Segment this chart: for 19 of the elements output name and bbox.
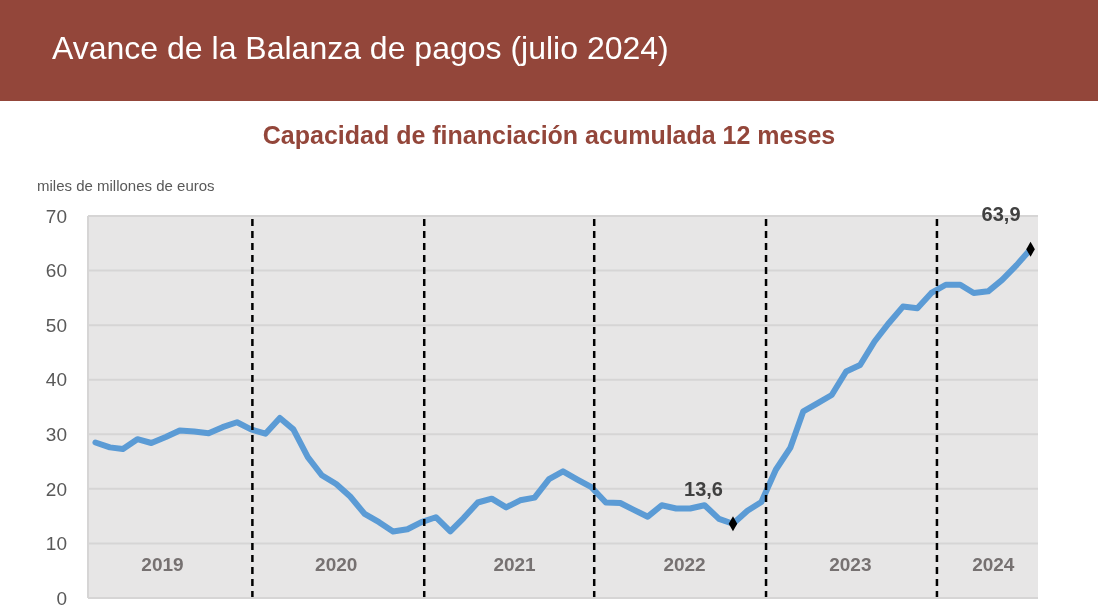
y-tick-label: 30 [45,424,67,446]
chart-title: Avance de la Balanza de pagos (julio 2024) [52,29,669,68]
y-tick-label: 20 [45,478,67,500]
y-tick-label: 60 [45,260,67,282]
x-tick-label: 2024 [972,554,1015,575]
x-tick-label: 2023 [829,554,872,575]
x-tick-label: 2021 [493,554,537,575]
chart-subtitle: Capacidad de financiación acumulada 12 meses [261,120,837,151]
y-tick-label: 50 [45,314,67,336]
y-tick-label: 10 [45,533,67,555]
y-tick-label: 0 [56,587,67,609]
x-tick-label: 2022 [663,554,706,575]
y-axis-title: miles de millones de euros [37,176,215,196]
x-tick-label: 2019 [141,554,184,575]
y-tick-label: 40 [45,369,67,391]
x-tick-label: 2020 [315,554,358,575]
data-label: 13,6 [684,477,723,500]
y-tick-label: 70 [45,205,67,227]
data-label: 63,9 [981,203,1021,226]
